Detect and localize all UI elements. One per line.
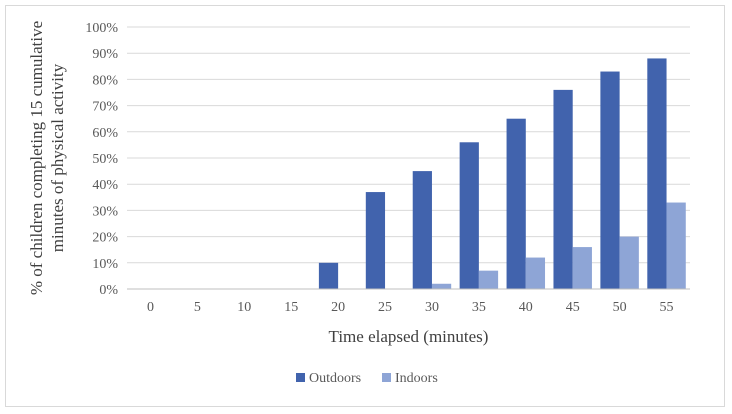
bar-outdoors-20: [318, 262, 339, 289]
x-tick-label: 25: [378, 300, 392, 315]
y-tick-label: 80%: [92, 73, 118, 88]
legend-label-indoors: Indoors: [395, 371, 438, 386]
x-tick-label: 15: [284, 300, 298, 315]
x-tick-label: 50: [613, 300, 627, 315]
y-axis-title-line-1: % of children completing 15 cumulative: [27, 21, 46, 295]
y-axis-title-line-2: minutes of physical activity: [48, 63, 67, 252]
legend-swatch-outdoors: [296, 373, 305, 382]
legend-swatch-indoors: [382, 373, 391, 382]
x-axis-ticks: 0 5 10 15 20 25 30 35 40 45 50 55: [147, 300, 674, 315]
x-tick-label: 5: [194, 300, 201, 315]
y-tick-label: 90%: [92, 47, 118, 62]
legend-label-outdoors: Outdoors: [309, 371, 361, 386]
y-tick-label: 10%: [92, 257, 118, 272]
gridlines: [127, 26, 690, 264]
bar-outdoors-50: [600, 71, 620, 289]
x-tick-label: 55: [660, 300, 674, 315]
y-tick-label: 100%: [85, 21, 118, 36]
y-tick-label: 60%: [92, 126, 118, 141]
legend: Outdoors Indoors: [296, 371, 438, 386]
bar-indoors-30: [431, 283, 452, 289]
y-tick-label: 40%: [92, 178, 118, 193]
y-tick-label: 70%: [92, 100, 118, 115]
bar-indoors-50: [619, 236, 639, 289]
bar-outdoors-40: [506, 118, 526, 289]
x-axis-title: Time elapsed (minutes): [329, 327, 489, 346]
bar-outdoors-25: [365, 192, 386, 289]
y-tick-label: 30%: [92, 204, 118, 219]
x-tick-label: 40: [519, 300, 533, 315]
bar-indoors-45: [572, 247, 592, 289]
y-tick-label: 20%: [92, 231, 118, 246]
bar-indoors-35: [478, 270, 499, 289]
bar-outdoors-45: [553, 89, 573, 289]
y-axis-ticks: 0% 10% 20% 30% 40% 50% 60% 70% 80% 90% 100%: [85, 21, 118, 298]
bar-indoors-55: [666, 202, 686, 289]
y-tick-label: 50%: [92, 152, 118, 167]
bar-outdoors-55: [647, 58, 667, 289]
y-tick-label: 0%: [99, 283, 118, 298]
x-tick-label: 45: [566, 300, 580, 315]
y-axis-title: % of children completing 15 cumulative m…: [27, 21, 67, 295]
bar-indoors-40: [525, 257, 546, 289]
x-tick-label: 10: [237, 300, 251, 315]
x-tick-label: 35: [472, 300, 486, 315]
bars: [318, 58, 686, 289]
x-tick-label: 30: [425, 300, 439, 315]
bar-outdoors-30: [412, 171, 432, 289]
x-tick-label: 20: [331, 300, 345, 315]
bar-outdoors-35: [459, 142, 479, 289]
x-tick-label: 0: [147, 300, 154, 315]
